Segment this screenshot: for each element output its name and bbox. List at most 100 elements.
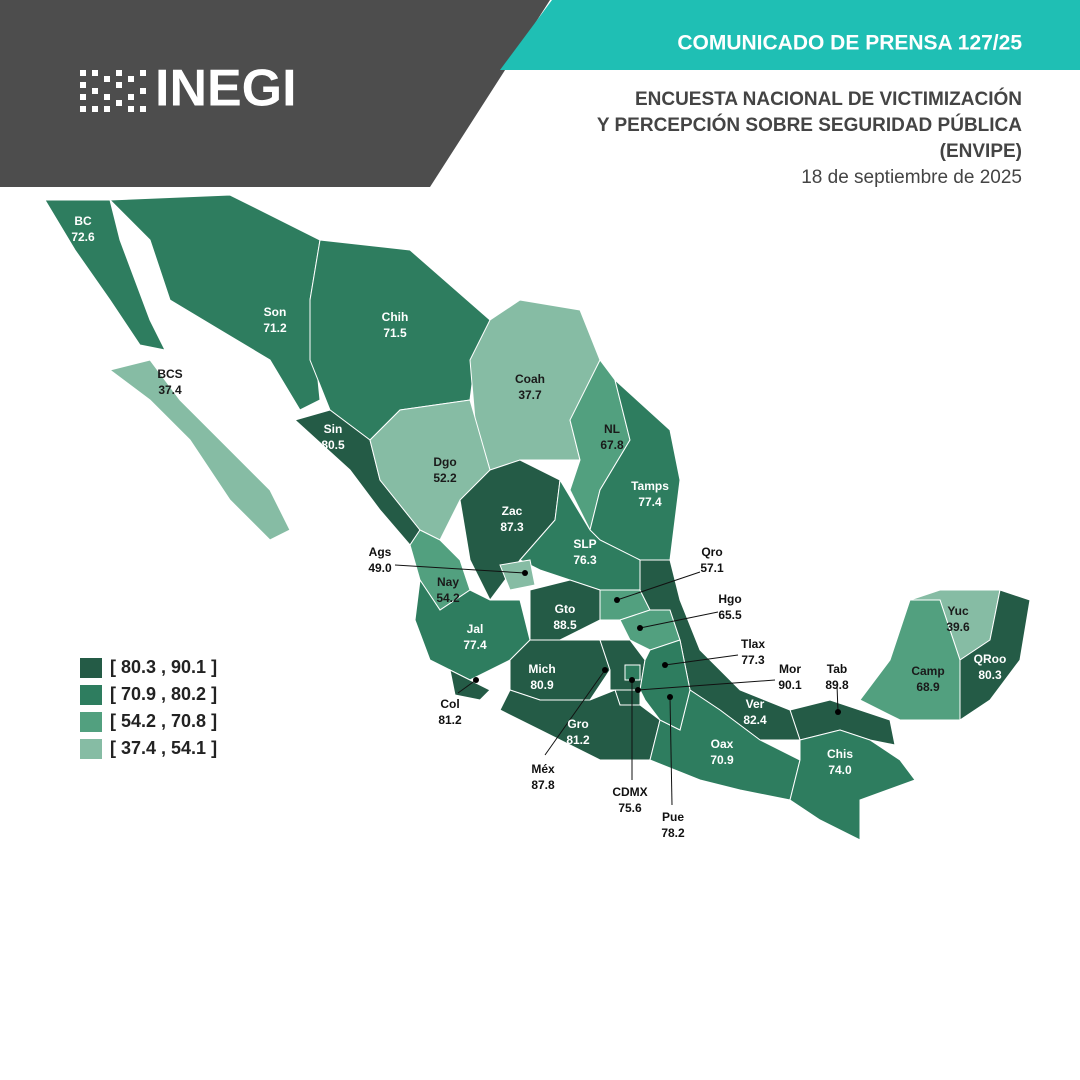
legend-label: [ 80.3 , 90.1 ] bbox=[110, 657, 217, 677]
state-value: 75.6 bbox=[618, 801, 642, 815]
state-value: 81.2 bbox=[438, 713, 462, 727]
leader-dot bbox=[629, 677, 635, 683]
legend-swatch bbox=[80, 685, 102, 705]
leader-line bbox=[836, 684, 839, 713]
state bbox=[624, 664, 641, 681]
state-name: Col bbox=[440, 697, 459, 711]
state bbox=[449, 669, 491, 701]
title-line: ENCUESTA NACIONAL DE VICTIMIZACIÓN bbox=[635, 88, 1022, 110]
state-value: 37.4 bbox=[158, 383, 182, 397]
state bbox=[639, 639, 691, 731]
leader-line bbox=[639, 611, 719, 629]
state-value: 39.6 bbox=[946, 620, 970, 634]
state-name: Tamps bbox=[631, 479, 669, 493]
state-value: 72.6 bbox=[71, 230, 95, 244]
state bbox=[44, 199, 166, 351]
state-name: Méx bbox=[531, 762, 555, 776]
state-name: Tab bbox=[827, 662, 847, 676]
title-line: Y PERCEPCIÓN SOBRE SEGURIDAD PÚBLICA bbox=[597, 114, 1022, 136]
state-value: 80.5 bbox=[321, 438, 345, 452]
legend-label: [ 70.9 , 80.2 ] bbox=[110, 684, 217, 704]
state-value: 49.0 bbox=[368, 561, 392, 575]
state-value: 90.1 bbox=[778, 678, 802, 692]
state-value: 74.0 bbox=[828, 763, 852, 777]
state-name: QRoo bbox=[974, 652, 1007, 666]
state-name: Gto bbox=[555, 602, 576, 616]
state bbox=[509, 639, 611, 701]
state-value: 76.3 bbox=[573, 553, 597, 567]
leader-line bbox=[664, 654, 739, 666]
state-name: Chis bbox=[827, 747, 853, 761]
leader-line bbox=[394, 564, 526, 574]
date: 18 de septiembre de 2025 bbox=[801, 167, 1022, 188]
state-value: 78.2 bbox=[661, 826, 685, 840]
state-name: Pue bbox=[662, 810, 684, 824]
state-value: 52.2 bbox=[433, 471, 457, 485]
state-value: 80.9 bbox=[530, 678, 554, 692]
state bbox=[859, 599, 961, 721]
leader-dot bbox=[637, 625, 643, 631]
logo-text: INEGI bbox=[155, 60, 297, 118]
state-name: Zac bbox=[502, 504, 523, 518]
state-name: Tlax bbox=[741, 637, 765, 651]
state-value: 57.1 bbox=[700, 561, 724, 575]
state-value: 87.3 bbox=[500, 520, 524, 534]
state-value: 54.2 bbox=[436, 591, 460, 605]
legend-swatch bbox=[80, 739, 102, 759]
logo-icon bbox=[80, 70, 146, 112]
release-band bbox=[500, 0, 1080, 70]
state bbox=[499, 689, 661, 761]
leader-line bbox=[616, 571, 701, 601]
release-number: COMUNICADO DE PRENSA 127/25 bbox=[677, 32, 1022, 55]
leader-dot bbox=[522, 570, 528, 576]
state bbox=[108, 359, 291, 541]
map bbox=[44, 194, 1031, 841]
legend-label: [ 37.4 , 54.1 ] bbox=[110, 738, 217, 758]
state bbox=[108, 194, 321, 411]
state-value: 80.3 bbox=[978, 668, 1002, 682]
state-value: 65.5 bbox=[718, 608, 742, 622]
leader-dot bbox=[835, 709, 841, 715]
leader-line bbox=[544, 669, 606, 756]
legend: [ 80.3 , 90.1 ] [ 70.9 , 80.2 ] [ 54.2 , 7… bbox=[80, 657, 217, 759]
state-name: Dgo bbox=[433, 455, 456, 469]
state-value: 67.8 bbox=[600, 438, 624, 452]
state bbox=[789, 729, 916, 841]
state-value: 87.8 bbox=[531, 778, 555, 792]
leader-dot bbox=[602, 667, 608, 673]
state-value: 82.4 bbox=[743, 713, 767, 727]
state-name: Mich bbox=[528, 662, 555, 676]
title-line: (ENVIPE) bbox=[940, 141, 1022, 162]
state-name: Gro bbox=[567, 717, 588, 731]
leader-dot bbox=[473, 677, 479, 683]
state-name: BC bbox=[74, 214, 92, 228]
state-name: Mor bbox=[779, 662, 801, 676]
state-value: 68.9 bbox=[916, 680, 940, 694]
state-value: 81.2 bbox=[566, 733, 590, 747]
leader-dot bbox=[662, 662, 668, 668]
state-name: Ags bbox=[369, 545, 392, 559]
state-value: 71.2 bbox=[263, 321, 287, 335]
state-value: 89.8 bbox=[825, 678, 849, 692]
state-value: 77.4 bbox=[463, 638, 487, 652]
leader-dot bbox=[667, 694, 673, 700]
state bbox=[499, 559, 536, 591]
state-name: NL bbox=[604, 422, 620, 436]
state-value: 77.4 bbox=[638, 495, 662, 509]
state-name: CDMX bbox=[612, 785, 647, 799]
state-name: SLP bbox=[573, 537, 596, 551]
state-name: Oax bbox=[711, 737, 734, 751]
state-value: 71.5 bbox=[383, 326, 407, 340]
state-name: Yuc bbox=[947, 604, 969, 618]
leader-line bbox=[457, 679, 477, 694]
state-name: Hgo bbox=[718, 592, 741, 606]
leader-line bbox=[669, 696, 673, 806]
legend-swatch bbox=[80, 712, 102, 732]
leader-line bbox=[637, 679, 776, 691]
state-value: 88.5 bbox=[553, 618, 577, 632]
state-name: BCS bbox=[157, 367, 182, 381]
state-name: Nay bbox=[437, 575, 459, 589]
header-band bbox=[0, 0, 550, 187]
state-value: 70.9 bbox=[710, 753, 734, 767]
